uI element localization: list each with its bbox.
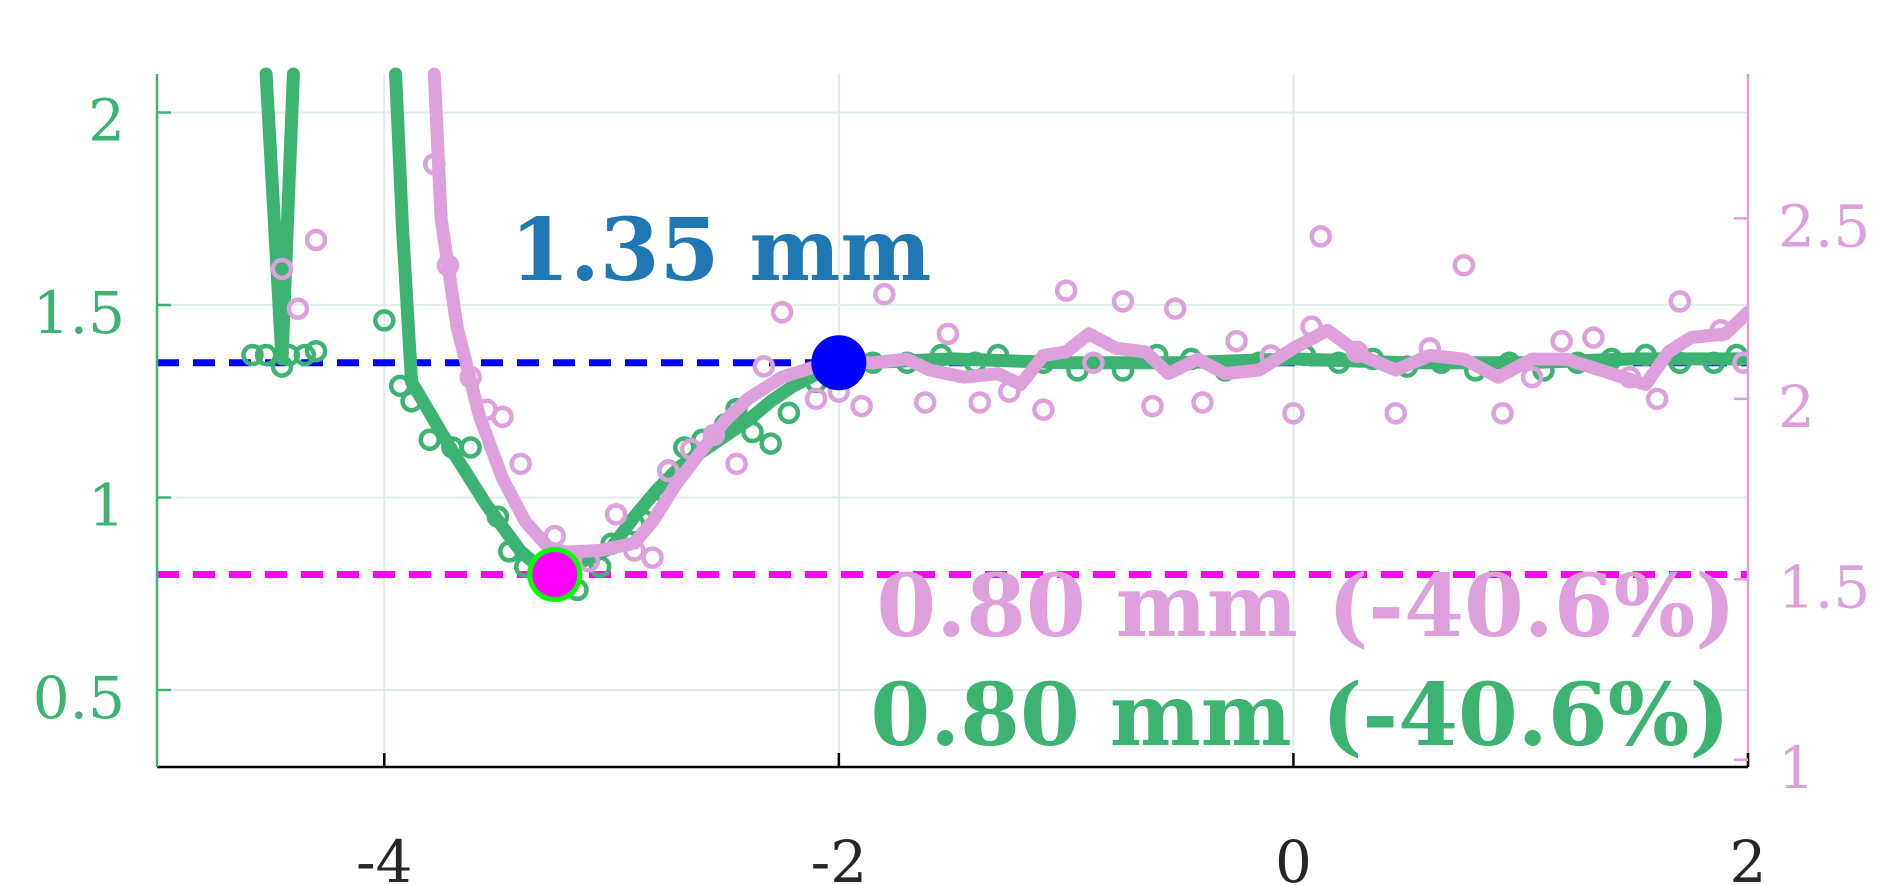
scatter-point — [486, 505, 510, 528]
scatter-point — [770, 300, 794, 324]
scatter-point — [1668, 290, 1692, 313]
scatter-point — [725, 452, 748, 476]
y-right-tick-label: 1 — [1778, 734, 1815, 802]
annotation-pink-min: 0.80 mm (-40.6%) — [876, 556, 1736, 657]
scatter-point — [400, 390, 423, 413]
scatter-point — [588, 555, 612, 579]
scatter-point — [702, 423, 726, 447]
scatter-point — [968, 391, 992, 414]
scatter-point — [936, 322, 960, 346]
scatter-point — [1111, 290, 1135, 313]
scatter-point — [509, 452, 532, 476]
scatter-point — [913, 391, 937, 414]
highlight-marker — [811, 335, 867, 391]
scatter-point — [286, 297, 310, 320]
series-line — [389, 67, 1748, 578]
scatter-point — [1634, 343, 1657, 367]
scatter-point — [498, 540, 521, 563]
scatter-point — [418, 428, 441, 451]
scatter-point — [1141, 394, 1164, 418]
scatter-point — [1163, 297, 1187, 320]
series-line — [427, 67, 1748, 559]
scatter-point — [873, 282, 896, 306]
scatter-point — [1709, 319, 1732, 342]
scatter-point — [491, 405, 514, 429]
scatter-point — [1032, 398, 1055, 421]
scatter-point — [1345, 340, 1369, 364]
scatter-point — [270, 257, 294, 281]
scatter-point — [1702, 351, 1726, 374]
scatter-point — [423, 152, 446, 176]
scatter-point — [1582, 326, 1605, 349]
scatter-point — [641, 546, 664, 569]
scatter-point — [1282, 402, 1305, 425]
series-line — [259, 67, 300, 366]
scatter-point — [777, 401, 801, 425]
y-left-tick-label: 1 — [88, 472, 125, 540]
x-tick-label: -4 — [356, 828, 413, 885]
x-tick-label: 2 — [1730, 828, 1767, 885]
highlight-marker — [527, 547, 583, 602]
scatter-point — [1520, 365, 1544, 389]
scatter-point — [1327, 351, 1351, 374]
scatter-point — [1054, 279, 1078, 302]
scatter-point — [604, 503, 628, 526]
scatter-point — [1309, 225, 1332, 248]
scatter-point — [657, 459, 680, 483]
annotation-green-min: 0.80 mm (-40.6%) — [870, 665, 1730, 766]
scatter-point — [373, 309, 396, 332]
annotation-baseline: 1.35 mm — [510, 200, 931, 301]
scatter-point — [1452, 254, 1476, 277]
scatter-point — [388, 374, 412, 398]
markers-layer — [527, 335, 867, 602]
scatter-point — [1732, 351, 1748, 374]
scatter-point — [623, 539, 646, 562]
scatter-point — [293, 343, 316, 367]
scatter-point — [929, 343, 953, 367]
scatter-point — [1111, 359, 1135, 382]
y-right-tick-label: 1.5 — [1778, 553, 1870, 621]
scatter-point — [459, 436, 482, 459]
y-left-tick-label: 2 — [88, 87, 125, 155]
x-tick-label: 0 — [1275, 828, 1312, 885]
scatter-point — [1384, 402, 1407, 425]
y-right-tick-label: 2 — [1778, 373, 1815, 441]
scatter-point — [1491, 402, 1514, 425]
scatter-point — [759, 432, 782, 455]
x-tick-label: -2 — [811, 828, 868, 885]
scatter-point — [436, 254, 460, 277]
scatter-point — [1259, 344, 1282, 367]
scatter-point — [998, 380, 1021, 403]
scatter-point — [1668, 351, 1692, 374]
y-left-tick-label: 0.5 — [33, 664, 125, 732]
scatter-point — [804, 387, 828, 411]
scatter-point — [986, 343, 1010, 367]
scatter-point — [850, 394, 873, 418]
scatter-point — [752, 355, 776, 378]
scatter-point — [304, 228, 328, 252]
scatter-point — [254, 343, 278, 367]
scatter-point — [304, 339, 328, 363]
scatter-point — [241, 343, 264, 367]
scatter-point — [1645, 387, 1669, 411]
axes-layer — [155, 74, 1750, 769]
scatter-point — [459, 365, 482, 389]
scatter-point — [577, 550, 601, 573]
scatter-point — [1191, 391, 1214, 414]
scatter-point — [1418, 337, 1442, 360]
scatter-point — [1225, 329, 1248, 353]
scatter-point — [1082, 351, 1105, 374]
scatter-point — [1550, 329, 1573, 353]
y-right-tick-label: 2.5 — [1778, 192, 1870, 260]
scatter-point — [1300, 315, 1323, 338]
scatter-point — [741, 420, 764, 444]
y-left-tick-label: 1.5 — [33, 279, 125, 347]
scatter-point — [1618, 365, 1642, 389]
series-layer — [241, 67, 1748, 602]
scatter-point — [543, 524, 566, 548]
scatter-point — [679, 438, 703, 461]
